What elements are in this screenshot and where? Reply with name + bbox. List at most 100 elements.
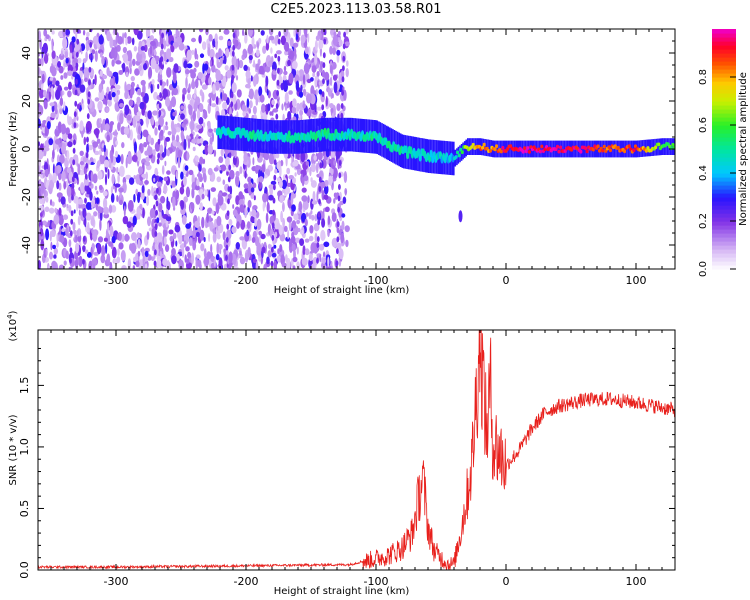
noise-speck (308, 212, 312, 220)
colorbar-segment (712, 109, 736, 114)
noise-speck (117, 122, 121, 132)
noise-speck (285, 186, 291, 195)
noise-streak (71, 194, 74, 201)
noise-speck (90, 217, 95, 227)
noise-speck (88, 144, 94, 151)
noise-speck (276, 222, 281, 230)
noise-streak (69, 247, 73, 254)
noise-speck (125, 71, 129, 78)
noise-speck (195, 257, 199, 269)
noise-speck (132, 265, 136, 269)
noise-speck (136, 232, 140, 239)
noise-speck (38, 103, 41, 108)
colorbar-segment (712, 57, 736, 62)
noise-speck (180, 171, 184, 180)
noise-streak (343, 31, 346, 38)
noise-speck (299, 230, 304, 235)
noise-streak (342, 55, 346, 62)
noise-speck (344, 189, 347, 196)
noise-speck (126, 83, 132, 91)
noise-speck (154, 243, 158, 250)
noise-streak (226, 210, 230, 217)
noise-streak (88, 79, 91, 86)
noise-speck (45, 196, 49, 203)
noise-speck (303, 62, 310, 75)
noise-speck (245, 70, 251, 79)
ridge-cell (524, 149, 528, 154)
noise-speck (180, 130, 184, 140)
noise-speck (255, 165, 260, 171)
noise-speck (266, 88, 269, 96)
noise-streak (341, 76, 345, 83)
noise-speck (268, 194, 274, 201)
noise-speck (346, 60, 349, 67)
noise-streak (83, 219, 87, 226)
ridge-cell (287, 130, 291, 139)
noise-speck (304, 238, 310, 243)
noise-speck (83, 136, 87, 146)
noise-speck (255, 261, 259, 269)
noise-speck (300, 34, 306, 44)
noise-speck (120, 250, 126, 262)
noise-speck (213, 167, 219, 172)
noise-speck (208, 92, 214, 98)
noise-speck (183, 119, 188, 125)
noise-speck (171, 180, 177, 188)
noise-speck (49, 76, 54, 81)
noise-streak (272, 197, 276, 204)
noise-streak (337, 206, 340, 213)
noise-speck (226, 170, 229, 176)
noise-speck (99, 219, 102, 231)
colorbar-segment (712, 241, 736, 246)
noise-streak (87, 98, 91, 105)
noise-speck (222, 179, 226, 185)
noise-speck (44, 168, 49, 178)
x-tick-label: -100 (364, 575, 389, 588)
noise-speck (331, 93, 334, 99)
noise-speck (162, 258, 168, 266)
y-tick-label: 1.0 (18, 438, 31, 456)
noise-speck (183, 138, 187, 151)
noise-speck (124, 90, 129, 100)
noise-streak (276, 90, 279, 96)
noise-speck (42, 172, 45, 178)
ridge-cell (493, 147, 497, 152)
noise-speck (252, 105, 257, 115)
noise-speck (109, 121, 114, 126)
noise-speck (208, 76, 212, 86)
ridge-cell (501, 145, 505, 150)
noise-speck (124, 233, 130, 242)
noise-speck (172, 196, 176, 208)
noise-speck (312, 110, 318, 115)
noise-speck (167, 131, 172, 136)
noise-speck (288, 90, 293, 95)
noise-speck (62, 37, 68, 50)
noise-speck (202, 122, 206, 128)
ridge-halo (496, 140, 499, 158)
noise-speck (258, 176, 264, 183)
noise-speck (220, 164, 227, 172)
noise-speck (134, 68, 140, 76)
colorbar-tick-label: 0.6 (698, 117, 709, 133)
noise-speck (284, 104, 288, 111)
noise-speck (219, 88, 224, 93)
noise-speck (121, 233, 125, 242)
noise-speck (274, 53, 278, 59)
noise-streak (227, 198, 230, 205)
noise-speck (77, 215, 81, 226)
noise-speck (56, 145, 59, 152)
noise-speck (75, 234, 78, 242)
noise-speck (112, 71, 119, 78)
noise-speck (193, 101, 198, 112)
noise-speck (269, 111, 273, 116)
noise-speck (149, 44, 153, 56)
noise-speck (313, 155, 318, 161)
noise-speck (138, 166, 143, 175)
noise-speck (280, 82, 284, 91)
noise-speck (133, 46, 138, 52)
noise-speck (313, 223, 320, 232)
noise-speck (111, 173, 115, 185)
noise-speck (147, 188, 151, 196)
noise-speck (219, 248, 222, 255)
noise-speck (254, 216, 257, 227)
